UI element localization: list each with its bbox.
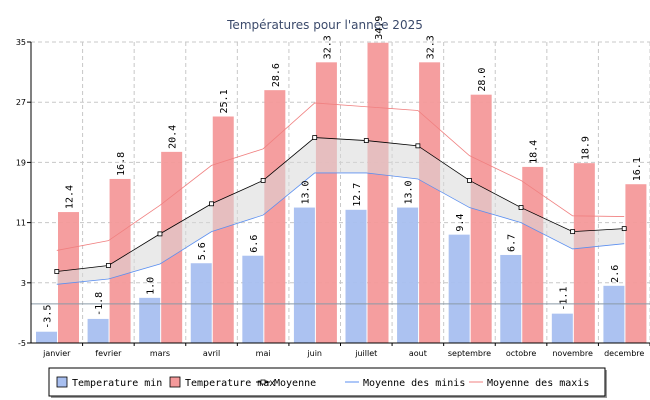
bar-min bbox=[87, 318, 109, 343]
x-category-label: janvier bbox=[42, 349, 71, 358]
area-fill bbox=[56, 137, 625, 285]
y-tick-label: -5 bbox=[18, 339, 26, 348]
data-label-min: 6.7 bbox=[507, 234, 518, 252]
y-tick-label: 19 bbox=[16, 158, 26, 167]
data-label-max: 20.4 bbox=[168, 125, 179, 149]
data-label-min: -1.8 bbox=[94, 292, 105, 316]
data-label-max: 16.8 bbox=[116, 152, 127, 176]
legend-marker-moyenne bbox=[260, 379, 266, 385]
y-axis-ticks: -5 3 11 19 27 35 bbox=[16, 38, 26, 348]
moyenne-marker bbox=[157, 231, 163, 237]
y-tick-label: 3 bbox=[21, 279, 26, 288]
bar-max bbox=[625, 184, 647, 343]
moyenne-marker bbox=[467, 178, 472, 183]
bar-max bbox=[470, 94, 492, 343]
moyenne-marker bbox=[415, 143, 421, 149]
line-moyenne bbox=[56, 137, 625, 272]
lines-layer bbox=[31, 102, 650, 305]
legend-box bbox=[48, 367, 606, 397]
x-category-label: decembre bbox=[604, 349, 644, 358]
data-label-max: 28.6 bbox=[271, 63, 282, 87]
x-category-label: octobre bbox=[506, 349, 537, 358]
y-tick-label: 11 bbox=[16, 219, 26, 228]
data-label-min: 12.7 bbox=[352, 183, 363, 207]
data-label-max: 18.4 bbox=[529, 140, 540, 164]
bar-max bbox=[315, 62, 337, 343]
data-label-min: 1.0 bbox=[146, 277, 157, 295]
data-label-min: 13.0 bbox=[300, 180, 311, 204]
moyenne-marker bbox=[54, 269, 60, 274]
bar-min bbox=[293, 207, 315, 343]
x-category-label: septembre bbox=[448, 349, 491, 358]
bar-min bbox=[36, 331, 57, 343]
data-label-min: 9.4 bbox=[455, 214, 466, 232]
x-category-label: mai bbox=[256, 349, 271, 358]
data-label-min: 6.6 bbox=[249, 235, 260, 253]
bar-min bbox=[345, 209, 367, 343]
data-label-max: 28.0 bbox=[477, 68, 488, 92]
y-tick-label: 35 bbox=[16, 38, 26, 47]
axes bbox=[27, 41, 650, 346]
bar-max bbox=[367, 42, 389, 343]
bar-max bbox=[264, 90, 286, 343]
legend-label: Temperature max bbox=[185, 378, 275, 389]
legend-label: Temperature min bbox=[72, 378, 162, 389]
bars-layer bbox=[36, 42, 647, 343]
bar-max bbox=[573, 163, 595, 343]
moyenne-marker bbox=[105, 263, 111, 268]
bar-min bbox=[551, 313, 573, 343]
bar-min bbox=[242, 255, 264, 343]
moyenne-marker bbox=[570, 229, 576, 235]
data-label-min: 2.6 bbox=[610, 265, 621, 283]
moyenne-marker bbox=[209, 201, 214, 207]
bar-max bbox=[212, 116, 234, 343]
line-moyenne-maxis bbox=[56, 102, 625, 251]
bar-min bbox=[190, 263, 212, 343]
y-tick-label: 27 bbox=[16, 98, 26, 107]
x-axis-categories: janvier fevrier mars avril mai juin juillet aou… bbox=[42, 349, 644, 358]
moyenne-marker bbox=[621, 226, 627, 232]
legend-label: Moyenne bbox=[274, 378, 316, 389]
data-labels-layer: -3.5 12.4 -1.8 16.8 1.0 20.4 5.6 25.1 6.6 28.6 13.… bbox=[43, 16, 643, 329]
x-category-label: aout bbox=[409, 349, 427, 358]
bar-min bbox=[397, 207, 419, 343]
x-category-label: juillet bbox=[354, 349, 377, 358]
data-label-max: 34.9 bbox=[374, 16, 385, 40]
data-label-max: 16.1 bbox=[632, 157, 643, 181]
moyenne-marker bbox=[518, 205, 524, 210]
bar-max bbox=[419, 62, 441, 343]
x-category-label: juin bbox=[306, 349, 322, 358]
bar-min bbox=[500, 254, 522, 343]
moyenne-marker bbox=[312, 135, 318, 140]
data-label-max: 32.3 bbox=[322, 35, 333, 59]
data-label-max: 12.4 bbox=[65, 185, 76, 209]
bar-min bbox=[139, 297, 161, 343]
line-moyenne-minis bbox=[56, 172, 625, 285]
legend-label: Moyenne des maxis bbox=[487, 378, 589, 389]
data-label-min: -1.1 bbox=[558, 287, 569, 311]
data-label-min: -3.5 bbox=[43, 305, 54, 329]
data-label-max: 18.9 bbox=[580, 136, 591, 160]
moyenne-marker bbox=[363, 138, 369, 143]
moyenne-marker bbox=[260, 178, 266, 183]
legend-swatch-max bbox=[169, 376, 181, 388]
data-label-max: 25.1 bbox=[219, 89, 230, 113]
x-category-label: fevrier bbox=[95, 349, 122, 358]
legend-swatch-min bbox=[56, 376, 68, 388]
data-label-min: 5.6 bbox=[197, 242, 208, 260]
bar-min bbox=[603, 285, 625, 343]
bar-min bbox=[448, 234, 470, 343]
x-category-label: novembre bbox=[552, 349, 593, 358]
chart-title: Températures pour l'année 2025 bbox=[226, 18, 423, 32]
data-label-min: 13.0 bbox=[404, 180, 415, 204]
legend-label: Moyenne des minis bbox=[363, 378, 465, 389]
x-category-label: mars bbox=[150, 349, 170, 358]
data-label-max: 32.3 bbox=[426, 35, 437, 59]
x-category-label: avril bbox=[203, 349, 220, 358]
